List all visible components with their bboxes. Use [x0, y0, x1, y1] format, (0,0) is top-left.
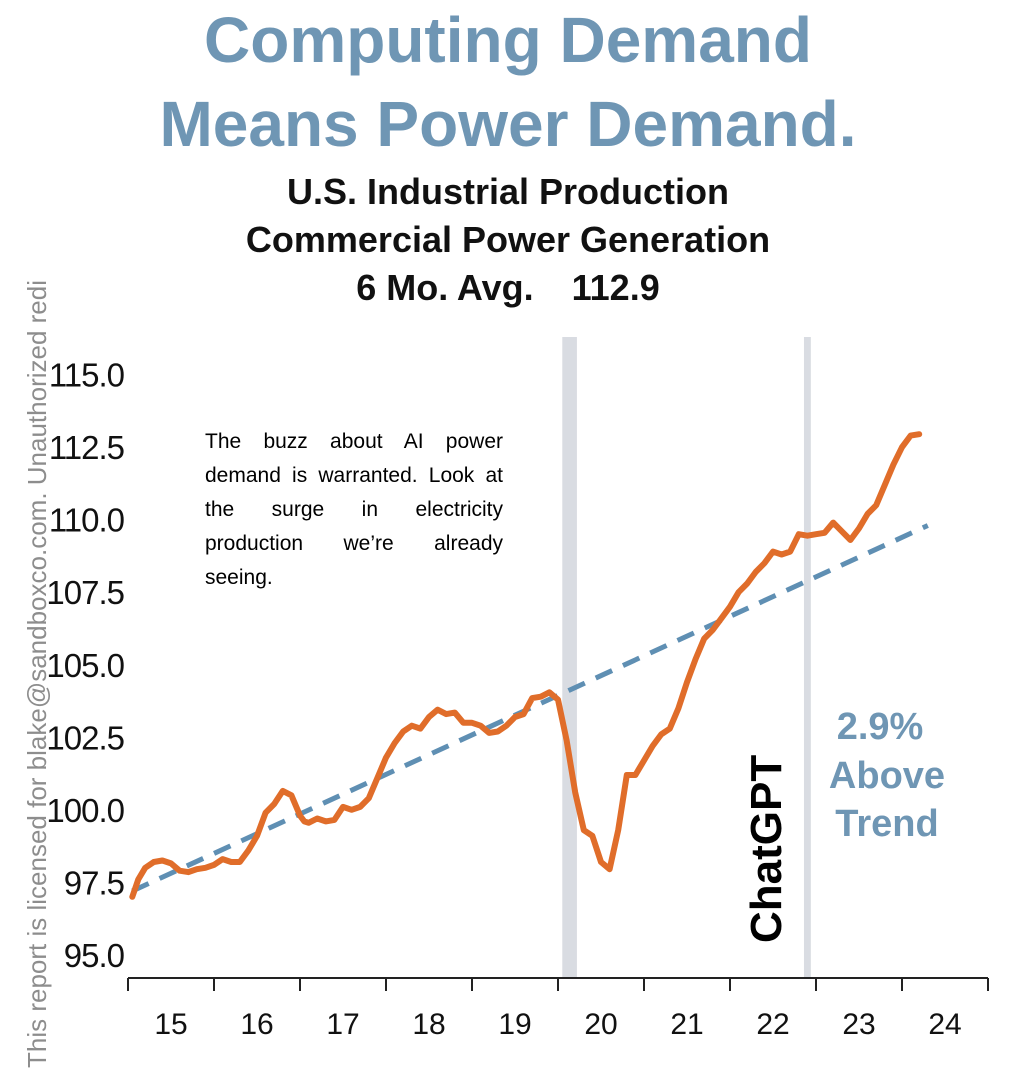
headline-line-2: Means Power Demand. — [159, 88, 857, 160]
x-axis-ticks: 15 16 17 18 19 20 21 22 23 24 — [154, 1008, 961, 1041]
y-tick-label: 102.5 — [46, 719, 124, 756]
x-tick-label: 22 — [756, 1008, 789, 1041]
shaded-period-2 — [803, 337, 811, 978]
x-tick-label: 18 — [412, 1008, 445, 1041]
series-lines — [129, 431, 929, 900]
x-tick-label: 20 — [584, 1008, 617, 1041]
x-tick-label: 15 — [154, 1008, 187, 1041]
headline-line-1: Computing Demand — [204, 4, 812, 76]
y-tick-label: 107.5 — [46, 574, 124, 611]
callout-line-3: Trend — [835, 803, 938, 845]
shaded-period-1 — [562, 337, 577, 978]
callout-line-2: Above — [829, 755, 945, 797]
y-tick-label: 97.5 — [64, 864, 124, 901]
y-tick-label: 110.0 — [49, 502, 125, 539]
x-tick-label: 21 — [670, 1008, 703, 1041]
annotation-text: The buzz about AI power demand is warran… — [205, 430, 503, 589]
chart-subtitle: Commercial Power Generation — [245, 219, 771, 260]
y-tick-label: 95.0 — [64, 937, 125, 974]
callout-line-1: 2.9% — [837, 706, 924, 748]
x-tick-label: 24 — [928, 1008, 961, 1041]
x-axis — [127, 977, 989, 991]
x-tick-label: 17 — [326, 1008, 359, 1041]
chatgpt-label: ChatGPT — [742, 755, 791, 943]
license-watermark: This report is licensed for blake@sandbo… — [22, 280, 52, 1068]
chart-average-line: 6 Mo. Avg. 112.9 — [0, 264, 1016, 312]
average-label: 6 Mo. Avg. — [356, 267, 534, 308]
average-value: 112.9 — [571, 267, 660, 308]
y-tick-label: 105.0 — [46, 647, 124, 684]
y-tick-label: 115.0 — [49, 357, 125, 394]
y-axis-ticks: 115.0 112.5 110.0 107.5 105.0 102.5 100.0 97.5 9… — [46, 357, 125, 974]
y-tick-label: 112.5 — [49, 429, 124, 466]
y-tick-label: 100.0 — [46, 792, 124, 829]
x-tick-label: 19 — [498, 1008, 531, 1041]
recession-shading — [562, 337, 811, 978]
power-generation-line — [129, 431, 923, 900]
x-tick-label: 16 — [240, 1008, 273, 1041]
chart-title: U.S. Industrial Production — [286, 171, 730, 212]
x-tick-label: 23 — [842, 1008, 875, 1041]
